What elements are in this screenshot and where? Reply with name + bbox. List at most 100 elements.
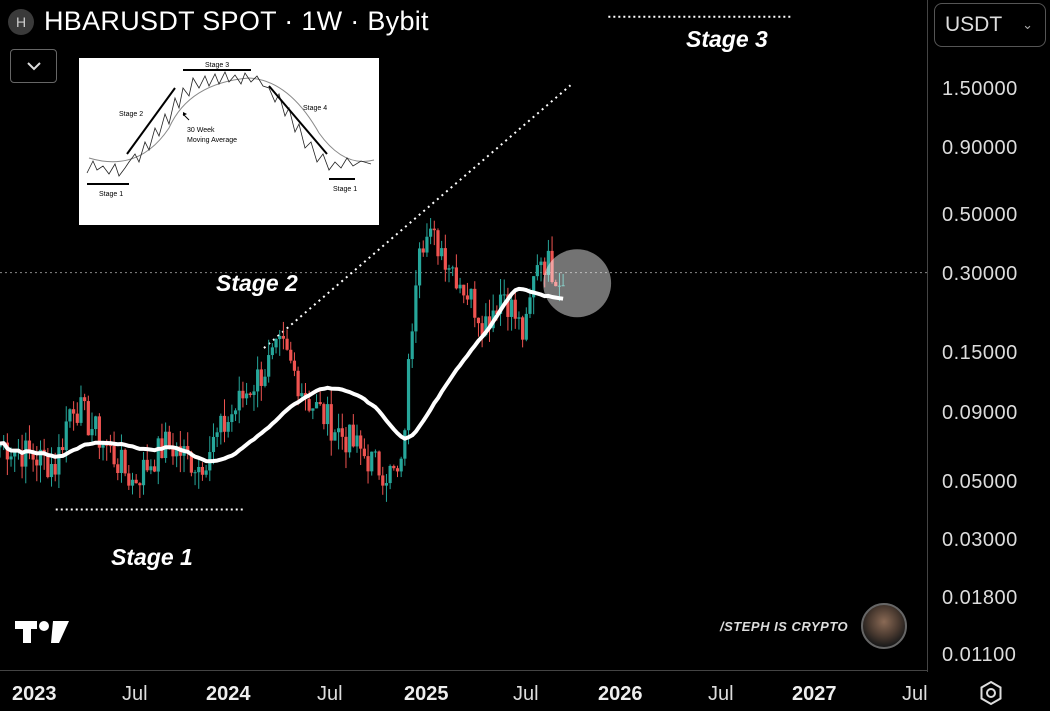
- inset-stage1-right: Stage 1: [333, 186, 357, 193]
- stage3-label: Stage 3: [686, 26, 768, 52]
- candle-body: [105, 444, 109, 446]
- candle-body: [403, 430, 407, 459]
- candle-body: [145, 459, 149, 471]
- candle-body: [134, 479, 138, 484]
- candle-body: [197, 466, 201, 473]
- candle-body: [149, 466, 153, 471]
- candle-body: [554, 282, 558, 287]
- candle-body: [79, 397, 83, 423]
- candle-body: [454, 267, 458, 289]
- candle-body: [171, 445, 175, 457]
- candle-body: [535, 265, 539, 277]
- candle-body: [152, 466, 157, 472]
- candle-body: [226, 422, 230, 432]
- inset-stage3: Stage 3: [205, 62, 229, 69]
- candle-body: [458, 284, 462, 289]
- candle-body: [211, 436, 216, 453]
- candle-body: [340, 428, 344, 437]
- candle-body: [509, 299, 514, 317]
- candle-body: [119, 449, 124, 474]
- candle-body: [31, 451, 35, 460]
- candle-body: [528, 297, 532, 314]
- time-tick-label: 2024: [206, 683, 251, 705]
- candle-body: [164, 431, 168, 458]
- candle-body: [230, 414, 234, 423]
- candle-body: [561, 285, 565, 287]
- candle-body: [429, 228, 433, 237]
- symbol-title[interactable]: HBARUSDT SPOT · 1W · Bybit: [44, 6, 429, 36]
- time-tick-label: Jul: [708, 683, 734, 705]
- candle-body: [256, 369, 260, 392]
- candle-body: [487, 316, 492, 329]
- candle-body: [296, 370, 300, 397]
- settings-icon[interactable]: [978, 680, 1004, 711]
- candle-body: [175, 446, 179, 457]
- candle-body: [447, 268, 451, 270]
- inset-stage2: Stage 2: [119, 111, 143, 118]
- candle-body: [9, 456, 13, 460]
- candle-body: [222, 415, 227, 432]
- price-tick-label: 1.50000: [942, 78, 1018, 100]
- candle-body: [377, 451, 381, 476]
- candle-body: [300, 393, 304, 397]
- tradingview-logo-icon[interactable]: [15, 617, 69, 650]
- inset-ma-label-2: Moving Average: [187, 137, 237, 144]
- candle-body: [546, 250, 550, 275]
- candle-body: [49, 464, 54, 478]
- avatar: [861, 603, 907, 649]
- candle-body: [469, 288, 473, 300]
- candle-body: [517, 317, 521, 319]
- candle-body: [274, 339, 278, 348]
- price-tick-label: 0.01100: [942, 644, 1017, 666]
- candle-body: [186, 446, 190, 453]
- candle-body: [278, 335, 282, 340]
- price-tick-label: 0.15000: [942, 342, 1018, 364]
- candle-body: [233, 410, 238, 415]
- candle-body: [506, 294, 510, 317]
- candle-body: [436, 230, 440, 257]
- candle-body: [307, 399, 311, 411]
- candle-body: [189, 452, 193, 473]
- stage2-label: Stage 2: [216, 270, 298, 296]
- candle-body: [381, 475, 385, 486]
- price-chart[interactable]: [0, 0, 928, 670]
- candle-body: [417, 248, 422, 286]
- candle-body: [539, 261, 543, 266]
- candle-body: [13, 451, 17, 457]
- candle-body: [333, 432, 337, 441]
- candle-body: [480, 323, 484, 336]
- candle-body: [108, 445, 113, 447]
- time-tick-label: 2023: [12, 683, 57, 705]
- candle-body: [359, 435, 363, 449]
- candle-body: [46, 455, 50, 478]
- candle-body: [476, 317, 481, 324]
- candle-body: [366, 456, 370, 472]
- candle-body: [86, 401, 90, 436]
- price-axis-border: [927, 0, 928, 672]
- inset-stage1-left: Stage 1: [99, 191, 123, 198]
- candle-body: [167, 431, 171, 446]
- time-tick-label: Jul: [317, 683, 343, 705]
- chart-header: H HBARUSDT SPOT · 1W · Bybit: [8, 6, 429, 37]
- candle-body: [138, 483, 142, 486]
- candle-body: [502, 294, 506, 296]
- candle-body: [370, 451, 374, 472]
- candle-body: [462, 284, 466, 296]
- candle-body: [384, 483, 389, 486]
- candle-body: [141, 459, 146, 486]
- time-tick-label: 2025: [404, 683, 449, 705]
- candle-body: [20, 450, 24, 467]
- candle-body: [498, 294, 503, 315]
- candle-body: [355, 435, 359, 447]
- hedera-logo-icon: H: [8, 8, 34, 35]
- inset-stage4: Stage 4: [303, 105, 327, 112]
- chevron-down-icon: [26, 62, 41, 71]
- candle-body: [64, 421, 68, 451]
- time-tick-label: 2026: [598, 683, 643, 705]
- candle-body: [116, 464, 120, 474]
- candle-body: [204, 470, 208, 475]
- candle-body: [270, 347, 274, 356]
- collapse-legend-button[interactable]: [10, 49, 57, 83]
- candle-body: [263, 376, 267, 386]
- currency-select[interactable]: USDT ⌄: [934, 3, 1046, 47]
